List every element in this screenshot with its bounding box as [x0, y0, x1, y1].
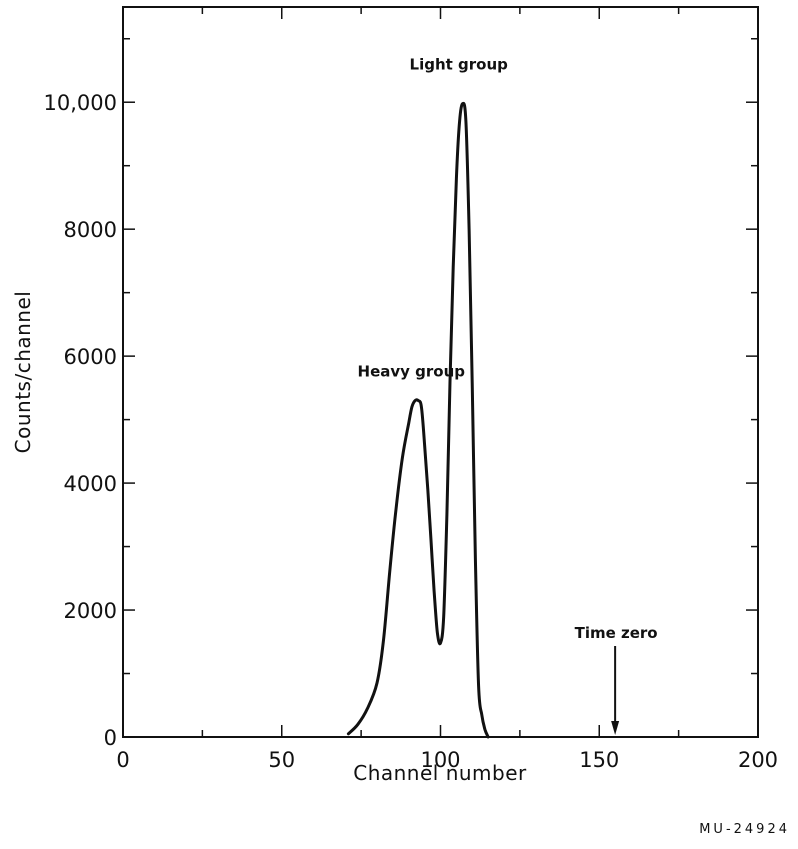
y-tick-label: 10,000	[44, 91, 117, 115]
y-axis-title: Counts/channel	[11, 291, 35, 454]
y-tick-label: 0	[104, 726, 117, 750]
x-axis-title: Channel number	[353, 761, 527, 785]
y-tick-label: 2000	[64, 599, 117, 623]
time-zero-arrowhead	[611, 721, 620, 735]
y-tick-label: 6000	[64, 345, 117, 369]
x-tick-label: 200	[738, 748, 778, 772]
x-tick-label: 50	[268, 748, 295, 772]
data-series-line	[346, 101, 490, 739]
annotation-heavy-group: Heavy group	[358, 363, 466, 381]
x-tick-label: 100	[420, 748, 460, 772]
x-tick-label: 150	[579, 748, 619, 772]
figure-id: MU-24924	[699, 822, 790, 837]
annotations: Light group Heavy group Time zero	[358, 55, 658, 735]
axis-ticks	[122, 7, 759, 738]
y-tick-label: 4000	[64, 472, 117, 496]
annotation-light-group: Light group	[410, 55, 509, 73]
x-tick-label: 0	[116, 748, 129, 772]
y-tick-label: 8000	[64, 218, 117, 242]
annotation-time-zero: Time zero	[575, 624, 658, 642]
